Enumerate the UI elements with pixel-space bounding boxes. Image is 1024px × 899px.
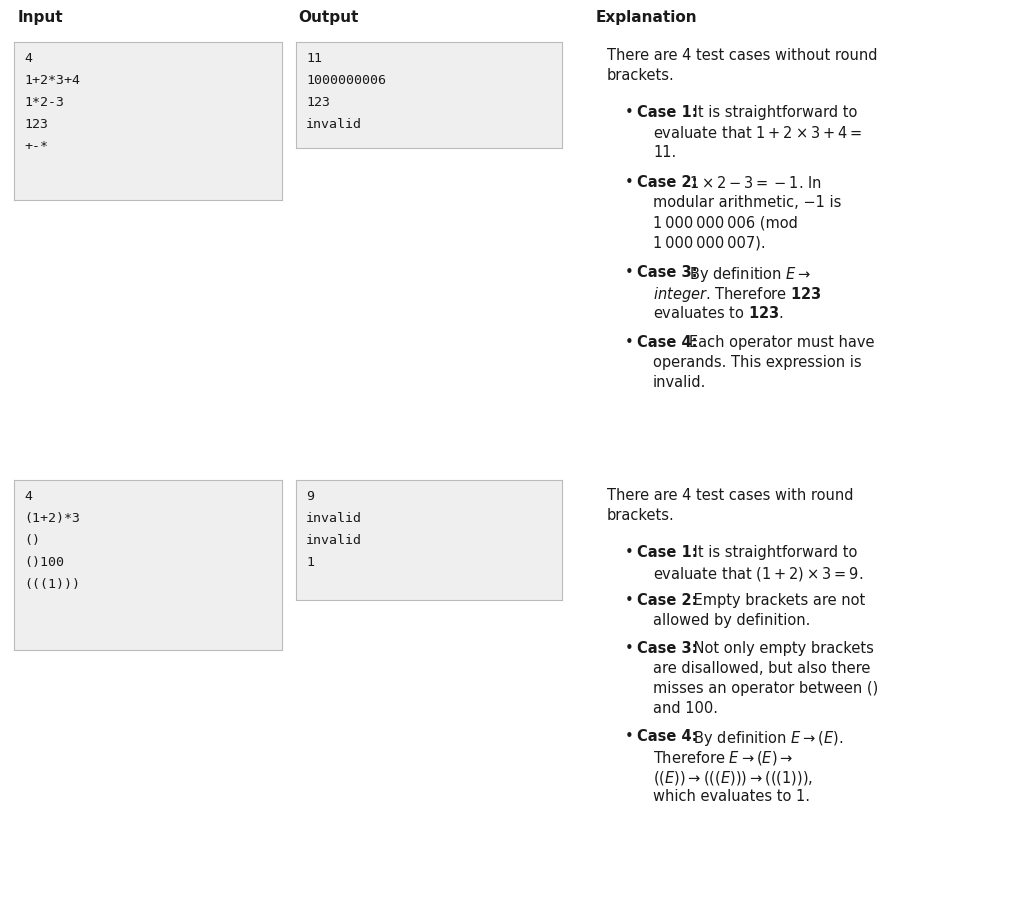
Text: invalid: invalid xyxy=(306,118,362,131)
Text: operands. This expression is: operands. This expression is xyxy=(653,355,861,370)
Text: brackets.: brackets. xyxy=(607,508,675,523)
Text: 123: 123 xyxy=(24,118,48,131)
Text: Case 3:: Case 3: xyxy=(637,265,697,280)
Text: Output: Output xyxy=(298,10,358,25)
Text: Case 3:: Case 3: xyxy=(637,641,697,656)
Text: There are 4 test cases without round: There are 4 test cases without round xyxy=(607,48,878,63)
Text: modular arithmetic, −1 is: modular arithmetic, −1 is xyxy=(653,195,842,210)
Text: 11: 11 xyxy=(306,52,322,65)
Text: 1 000 000 006 (mod: 1 000 000 006 (mod xyxy=(653,215,798,230)
Text: •: • xyxy=(625,105,634,120)
Text: •: • xyxy=(625,335,634,350)
Text: 4: 4 xyxy=(24,490,32,503)
Text: ()100: ()100 xyxy=(24,556,63,569)
Text: Case 4:: Case 4: xyxy=(637,729,697,744)
Text: $1 \times 2 - 3 = -1$. In: $1 \times 2 - 3 = -1$. In xyxy=(689,175,822,191)
Text: 1*2-3: 1*2-3 xyxy=(24,96,63,109)
Text: Therefore $E \rightarrow (E) \rightarrow$: Therefore $E \rightarrow (E) \rightarrow… xyxy=(653,749,794,767)
Text: allowed by definition.: allowed by definition. xyxy=(653,613,810,628)
Text: Case 4:: Case 4: xyxy=(637,335,697,350)
Text: and 100.: and 100. xyxy=(653,701,718,716)
Text: •: • xyxy=(625,593,634,608)
Text: Each operator must have: Each operator must have xyxy=(689,335,874,350)
Text: 4: 4 xyxy=(24,52,32,65)
Text: It is straightforward to: It is straightforward to xyxy=(689,105,857,120)
Text: brackets.: brackets. xyxy=(607,68,675,83)
Text: Case 2:: Case 2: xyxy=(637,593,697,608)
Text: By definition $E \rightarrow (E)$.: By definition $E \rightarrow (E)$. xyxy=(689,729,844,748)
Text: Empty brackets are not: Empty brackets are not xyxy=(689,593,865,608)
Text: Case 1:: Case 1: xyxy=(637,545,697,560)
Text: Input: Input xyxy=(18,10,63,25)
Text: invalid.: invalid. xyxy=(653,375,707,390)
Text: (((1))): (((1))) xyxy=(24,578,80,591)
Text: Case 2:: Case 2: xyxy=(637,175,697,190)
Text: (): () xyxy=(24,534,40,547)
Text: 9: 9 xyxy=(306,490,314,503)
Text: +-*: +-* xyxy=(24,140,48,153)
Text: $\mathit{integer}$. Therefore $\mathbf{123}$: $\mathit{integer}$. Therefore $\mathbf{1… xyxy=(653,285,822,304)
Text: 123: 123 xyxy=(306,96,330,109)
Text: invalid: invalid xyxy=(306,534,362,547)
Text: evaluate that $(1 + 2) \times 3 = 9$.: evaluate that $(1 + 2) \times 3 = 9$. xyxy=(653,565,863,583)
Text: (1+2)*3: (1+2)*3 xyxy=(24,512,80,525)
Text: Explanation: Explanation xyxy=(596,10,697,25)
Text: which evaluates to 1.: which evaluates to 1. xyxy=(653,789,810,804)
Text: 1000000006: 1000000006 xyxy=(306,74,386,87)
Text: 11.: 11. xyxy=(653,145,676,160)
Text: are disallowed, but also there: are disallowed, but also there xyxy=(653,661,870,676)
Text: Case 1:: Case 1: xyxy=(637,105,697,120)
Text: evaluate that $1 + 2 \times 3 + 4 =$: evaluate that $1 + 2 \times 3 + 4 =$ xyxy=(653,125,862,141)
Text: •: • xyxy=(625,265,634,280)
Text: •: • xyxy=(625,641,634,656)
Text: misses an operator between (): misses an operator between () xyxy=(653,681,883,696)
Text: It is straightforward to: It is straightforward to xyxy=(689,545,857,560)
Text: invalid: invalid xyxy=(306,512,362,525)
Text: Not only empty brackets: Not only empty brackets xyxy=(689,641,873,656)
Text: •: • xyxy=(625,729,634,744)
Text: $((E)) \rightarrow (((E))) \rightarrow (((1)))$,: $((E)) \rightarrow (((E))) \rightarrow (… xyxy=(653,769,813,787)
Text: 1 000 000 007).: 1 000 000 007). xyxy=(653,235,766,250)
Text: •: • xyxy=(625,175,634,190)
Text: By definition $E \rightarrow$: By definition $E \rightarrow$ xyxy=(689,265,811,284)
Text: evaluates to $\mathbf{123}$.: evaluates to $\mathbf{123}$. xyxy=(653,305,784,321)
Text: There are 4 test cases with round: There are 4 test cases with round xyxy=(607,488,853,503)
Text: •: • xyxy=(625,545,634,560)
Text: 1+2*3+4: 1+2*3+4 xyxy=(24,74,80,87)
Text: 1: 1 xyxy=(306,556,314,569)
